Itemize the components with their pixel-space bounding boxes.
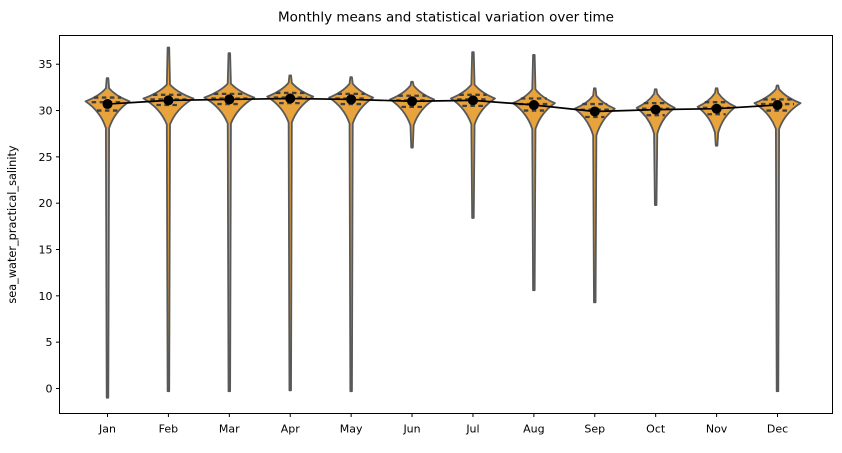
chart-title: Monthly means and statistical variation … <box>278 10 614 26</box>
violin-body <box>142 46 195 393</box>
mean-point <box>650 104 661 115</box>
mean-point <box>589 106 600 117</box>
x-tick-label: Sep <box>584 423 605 436</box>
x-tick-label: Oct <box>646 423 666 436</box>
y-tick-label: 20 <box>39 197 53 210</box>
mean-point <box>407 96 418 107</box>
y-axis-label: sea_water_practical_salinity <box>6 145 19 303</box>
mean-point <box>224 94 235 105</box>
violin-body <box>266 74 315 392</box>
x-tick-label: Dec <box>767 423 788 436</box>
mean-point <box>711 103 722 114</box>
y-tick-label: 35 <box>39 58 53 71</box>
violin-body <box>511 54 556 292</box>
violin-body <box>389 80 435 149</box>
x-tick-label: Nov <box>706 423 728 436</box>
mean-point <box>346 94 357 105</box>
axes-layer: 0 5 10 15 20 25 30 35 Jan Feb Mar Apr May Jun Jul Aug Se… <box>39 35 833 436</box>
violin-body <box>696 87 737 147</box>
violin-body <box>84 77 131 399</box>
plot-border <box>59 35 833 414</box>
y-tick-label: 10 <box>39 290 53 303</box>
x-tick-label: May <box>340 423 363 436</box>
mean-point <box>102 99 113 110</box>
mean-point <box>467 95 478 106</box>
mean-point <box>772 99 783 110</box>
mean-line <box>107 97 778 113</box>
x-tick-label: Apr <box>281 423 301 436</box>
y-tick-label: 5 <box>46 336 53 349</box>
x-tick-label: Jun <box>402 423 420 436</box>
x-tick-label: Feb <box>159 423 178 436</box>
mean-point <box>163 95 174 106</box>
violin-layer <box>84 46 802 399</box>
y-tick-label: 15 <box>39 244 53 257</box>
x-tick-label: Aug <box>523 423 544 436</box>
violin-body <box>203 52 256 393</box>
x-tick-label: Mar <box>219 423 240 436</box>
violin-body <box>450 51 496 219</box>
x-tick-label: Jan <box>98 423 116 436</box>
x-tick-label: Jul <box>465 423 479 436</box>
y-tick-label: 25 <box>39 151 53 164</box>
y-tick-label: 0 <box>46 382 53 395</box>
violin-body <box>573 87 616 304</box>
violin-body <box>328 76 375 393</box>
violin-body <box>753 84 802 393</box>
violin-body <box>635 88 676 206</box>
y-tick-label: 30 <box>39 105 53 118</box>
mean-point <box>528 99 539 110</box>
mean-point <box>285 93 296 104</box>
